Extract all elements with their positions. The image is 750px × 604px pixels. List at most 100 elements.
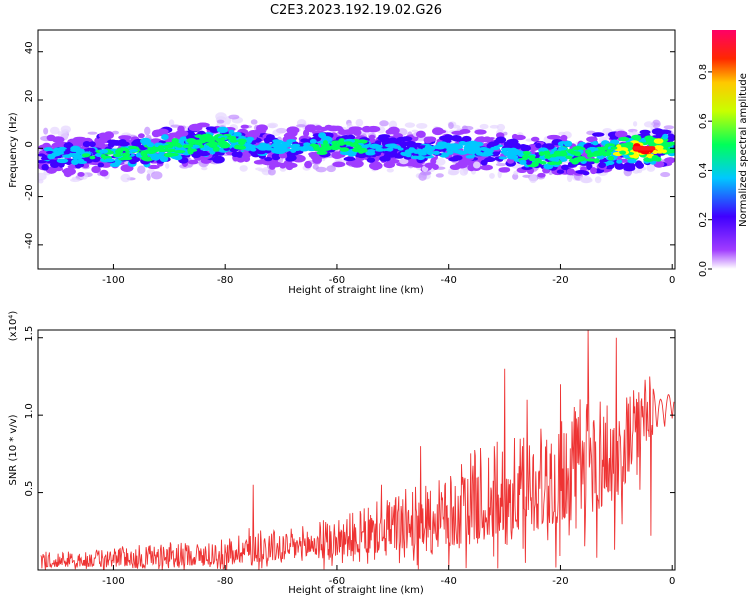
spectrogram-cell	[653, 138, 664, 144]
spectrogram-halo-cell	[646, 164, 656, 172]
spectrogram-cell	[558, 146, 568, 151]
spectrogram-cell	[71, 159, 79, 166]
spectrogram-cell	[366, 157, 376, 163]
spectrogram-halo-cell	[416, 122, 428, 129]
spectrogram-cell	[46, 150, 54, 154]
spectrogram-halo-cell	[250, 119, 258, 125]
spectrogram-cell	[187, 159, 199, 165]
spectrogram-cell	[424, 162, 437, 169]
spectrogram-cell	[52, 136, 65, 144]
spectrogram-cell	[47, 154, 53, 159]
spectrogram-cell	[565, 155, 572, 159]
spectrogram-halo-cell	[69, 178, 81, 183]
spectrogram-cell	[523, 150, 531, 156]
spectrogram-cell	[121, 152, 131, 158]
spectrogram-cell	[661, 144, 669, 150]
spectrogram-cell	[660, 149, 668, 154]
spectrogram-halo-cell	[411, 129, 419, 133]
spectrogram-cell	[433, 129, 447, 134]
spectrogram-cell	[233, 131, 242, 137]
spectrogram-cell	[616, 159, 623, 164]
spectrogram-halo-cell	[594, 176, 602, 184]
colorbar-tick-label: 0.4	[698, 162, 709, 178]
spectrogram-cell	[474, 129, 487, 135]
spectrogram-cell	[374, 151, 382, 156]
spectrogram-cell	[104, 158, 115, 163]
spectrogram-cell	[463, 145, 472, 151]
spectrogram-halo-cell	[144, 126, 151, 136]
spectrogram-cell	[41, 163, 49, 171]
spectrogram-cell	[586, 136, 598, 143]
spectrogram-halo-cell	[632, 121, 638, 127]
colorbar-label: Normalized spectral amplitude	[738, 73, 749, 227]
spectrogram-halo-cell	[120, 173, 131, 183]
spectrogram-cell	[433, 150, 440, 155]
spectrogram-halo-cell	[386, 168, 394, 173]
spectrogram-cell	[159, 155, 169, 163]
spectrogram-cell	[284, 148, 292, 152]
spectrogram-cell	[590, 167, 597, 175]
spectrogram-cell	[165, 148, 176, 153]
spectrogram-cell	[519, 159, 527, 165]
spectrogram-cell	[387, 158, 400, 164]
spectrogram-halo-cell	[326, 165, 336, 173]
spectrogram-cell	[480, 164, 493, 171]
spectrogram-cell	[574, 152, 582, 157]
spectrogram-cell	[290, 147, 299, 151]
spectrogram-cell	[666, 157, 675, 164]
spectrogram-cell	[71, 147, 82, 153]
spectrogram-cell	[194, 134, 204, 139]
spectrogram-cell	[258, 147, 268, 151]
spectrogram-cells	[38, 112, 675, 184]
spectrogram-cell	[614, 162, 625, 170]
spectrogram-cell	[560, 157, 568, 162]
spectrogram-cell	[666, 133, 675, 141]
spectrogram-cell	[109, 162, 120, 168]
spectrogram-cell	[556, 169, 565, 174]
spectrogram-cell	[426, 150, 434, 156]
spectrogram-cell	[490, 146, 501, 151]
spectrogram-heatmap	[38, 112, 675, 184]
spectrogram-cell	[577, 156, 585, 160]
spectrogram-cell	[643, 157, 655, 162]
spectrogram-cell	[625, 164, 634, 171]
spectrogram-cell	[366, 125, 381, 133]
spectrogram-cell	[124, 148, 131, 153]
spectrogram-halo-cell	[663, 125, 675, 130]
spectrogram-peak-cell	[633, 146, 656, 151]
spectrogram-cell	[521, 165, 533, 170]
colorbar-tick-label: 0.6	[698, 113, 709, 129]
snr-y-label: SNR (10 * v/v)	[8, 414, 19, 485]
spectrogram-cell	[112, 153, 123, 158]
spectrogram-halo-cell	[296, 124, 306, 128]
colorbar-gradient	[712, 30, 736, 269]
spectrogram-cell	[598, 161, 607, 168]
spectrogram-y-tick-label: 40	[24, 41, 35, 54]
spectrogram-cell	[256, 124, 268, 132]
spectrogram-halo-cell	[489, 172, 495, 179]
spectrogram-cell	[53, 147, 60, 151]
spectrogram-cell	[473, 161, 481, 169]
spectrogram-cell	[38, 159, 47, 164]
spectrogram-cell	[65, 141, 73, 149]
spectrogram-x-label: Height of straight line (km)	[288, 285, 424, 296]
spectrogram-cell	[458, 151, 467, 155]
spectrogram-x-tick-label: -100	[102, 275, 125, 286]
spectrogram-cell	[482, 148, 493, 153]
spectrogram-halo-cell	[49, 126, 60, 135]
spectrogram-cell	[449, 164, 461, 171]
spectrogram-halo-cell	[111, 130, 119, 135]
spectrogram-cell	[368, 134, 376, 140]
spectrogram-halo-cell	[201, 166, 208, 171]
spectrogram-cell	[657, 129, 672, 135]
spectrogram-cell	[379, 155, 391, 162]
spectrogram-cell	[607, 156, 615, 161]
spectrogram-cell	[275, 148, 285, 153]
spectrogram-cell	[546, 161, 559, 165]
spectrogram-cell	[448, 146, 458, 151]
spectrogram-cell	[152, 153, 162, 160]
spectrogram-cell	[377, 135, 385, 141]
spectrogram-cell	[103, 131, 115, 140]
spectrogram-halo-cell	[137, 165, 146, 174]
spectrogram-cell	[245, 136, 255, 142]
